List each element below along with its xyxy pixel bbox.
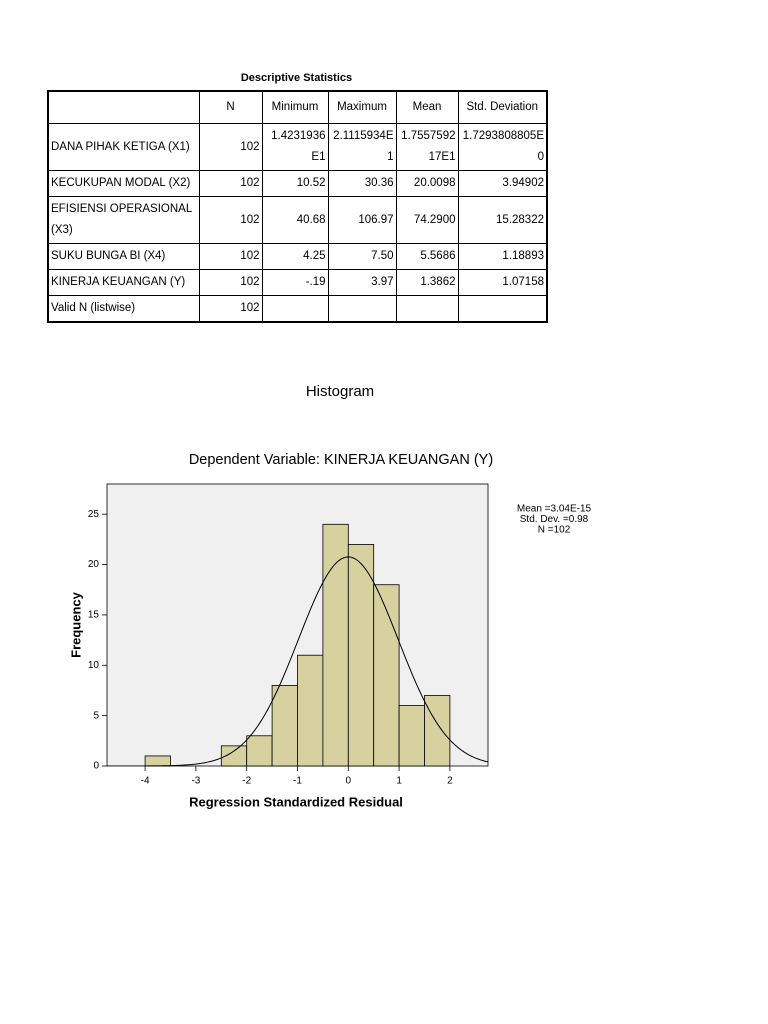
corner-cell	[47, 90, 200, 124]
table-cell: 102	[198, 123, 263, 171]
table-row: EFISIENSI OPERASIONAL (X3) 102 40.68 106.97…	[47, 196, 548, 244]
table-row: Valid N (listwise) 102	[47, 295, 548, 323]
table-cell: 102	[198, 295, 263, 323]
header-row: N Minimum Maximum Mean Std. Deviation	[47, 90, 548, 124]
normal-curve	[107, 556, 488, 766]
empty-cell	[327, 295, 397, 323]
x-tick-label: 0	[346, 776, 352, 787]
chart-subtitle: Dependent Variable: KINERJA KEUANGAN (Y)	[189, 452, 493, 468]
bar	[373, 584, 400, 767]
x-tick-label: -4	[141, 776, 150, 787]
empty-cell	[395, 295, 459, 323]
x-tick-label: 1	[396, 776, 402, 787]
bar	[297, 654, 324, 767]
table-title: Descriptive Statistics	[240, 72, 353, 84]
chart-title: Histogram	[306, 383, 374, 400]
table-cell: 3.94902	[457, 170, 548, 197]
table-cell: 1.755759217E1	[395, 123, 459, 171]
bar	[246, 735, 273, 767]
x-axis-label: Regression Standardized Residual	[189, 794, 403, 809]
bar	[322, 523, 349, 767]
empty-cell	[457, 295, 548, 323]
table-cell: 40.68	[261, 196, 329, 244]
stats-table: N Minimum Maximum Mean Std. Deviation DANA P…	[47, 90, 548, 323]
header-cell: N	[198, 90, 263, 124]
table-row: KINERJA KEUANGAN (Y) 102 -.19 3.97 1.3862 1.0…	[47, 269, 548, 296]
y-axis-label: Frequency	[68, 591, 83, 658]
row-label: EFISIENSI OPERASIONAL (X3)	[47, 196, 200, 244]
bar	[398, 705, 425, 767]
header-cell: Std. Deviation	[457, 90, 548, 124]
y-tick-label: 10	[88, 660, 100, 671]
x-tick-label: 2	[447, 776, 453, 787]
table-cell: 1.7293808805E0	[457, 123, 548, 171]
y-tick-label: 0	[93, 761, 99, 772]
table-row: SUKU BUNGA BI (X4) 102 4.25 7.50 5.5686 1.188…	[47, 243, 548, 270]
table-cell: 3.97	[327, 269, 397, 296]
table-cell: 1.4231936E1	[261, 123, 329, 171]
table-cell: 1.07158	[457, 269, 548, 296]
header-cell: Maximum	[327, 90, 397, 124]
stat-annotation: Mean =3.04E-15	[517, 504, 592, 515]
bar	[144, 755, 171, 767]
y-tick-label: 25	[88, 509, 100, 520]
bar	[271, 685, 298, 767]
bar	[347, 544, 375, 767]
table-cell: 102	[198, 196, 263, 244]
row-label: Valid N (listwise)	[47, 295, 200, 323]
stat-annotation: Std. Dev. =0.98	[520, 514, 589, 525]
x-tick-label: -3	[191, 776, 200, 787]
y-tick-label: 20	[88, 559, 100, 570]
stat-annotation: N =102	[538, 525, 571, 536]
y-tick-label: 15	[88, 610, 100, 621]
y-tick-label: 5	[93, 710, 99, 721]
table-cell: -.19	[261, 269, 329, 296]
table-cell: 15.28322	[457, 196, 548, 244]
table-cell: 102	[198, 269, 263, 296]
table-row: DANA PIHAK KETIGA (X1) 102 1.4231936E1 2.11…	[47, 123, 548, 171]
row-label: KINERJA KEUANGAN (Y)	[47, 269, 200, 296]
table-cell: 1.18893	[457, 243, 548, 270]
row-label: DANA PIHAK KETIGA (X1)	[47, 123, 200, 171]
x-tick-label: -2	[242, 776, 251, 787]
table-cell: 1.3862	[395, 269, 459, 296]
x-tick-label: -1	[293, 776, 302, 787]
bar	[424, 695, 451, 767]
row-label: SUKU BUNGA BI (X4)	[47, 243, 200, 270]
table-cell: 2.1115934E1	[327, 123, 397, 171]
